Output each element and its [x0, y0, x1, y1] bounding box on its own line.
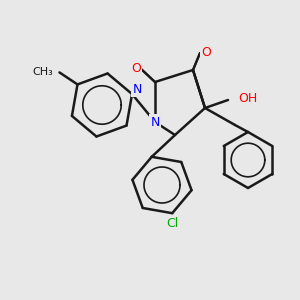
Text: O: O [131, 61, 141, 74]
Text: Cl: Cl [166, 217, 178, 230]
Text: N: N [150, 116, 160, 128]
Text: N: N [132, 82, 142, 96]
Text: O: O [201, 46, 211, 59]
Text: OH: OH [238, 92, 257, 104]
Text: CH₃: CH₃ [33, 68, 53, 77]
